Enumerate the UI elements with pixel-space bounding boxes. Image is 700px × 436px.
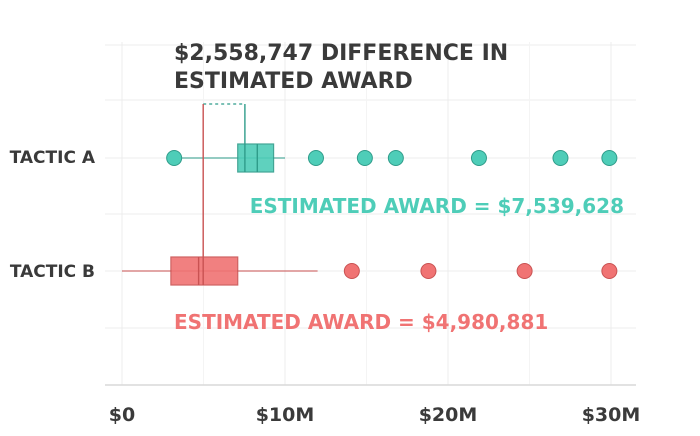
x-axis: $0 $10M $20M $30M bbox=[105, 384, 641, 426]
x-tick-label: $30M bbox=[582, 404, 641, 426]
iqr-box bbox=[237, 143, 275, 173]
outlier-point bbox=[166, 150, 183, 166]
box-plot-tactic-a bbox=[166, 104, 618, 173]
box-plots bbox=[122, 104, 618, 286]
outlier-point bbox=[601, 263, 618, 279]
category-label-tactic-a: TACTIC A bbox=[10, 148, 96, 168]
estimate-label-tactic-b: ESTIMATED AWARD = $4,980,881 bbox=[174, 310, 548, 334]
category-label-tactic-b: TACTIC B bbox=[10, 262, 95, 282]
outlier-point bbox=[601, 150, 618, 166]
outlier-point bbox=[343, 263, 360, 279]
x-tick-label: $20M bbox=[419, 404, 478, 426]
outlier-point bbox=[387, 150, 404, 166]
outlier-point bbox=[552, 150, 569, 166]
box-plot-tactic-b bbox=[122, 104, 618, 286]
chart-title-line-1: $2,558,747 DIFFERENCE IN bbox=[174, 41, 508, 66]
iqr-box bbox=[170, 256, 239, 286]
outlier-point bbox=[516, 263, 533, 279]
outlier-point bbox=[420, 263, 437, 279]
x-tick-label: $10M bbox=[256, 404, 315, 426]
estimate-label-tactic-a: ESTIMATED AWARD = $7,539,628 bbox=[250, 194, 624, 218]
chart-title-line-2: ESTIMATED AWARD bbox=[174, 69, 413, 94]
x-tick-label: $0 bbox=[109, 404, 135, 426]
outlier-point bbox=[470, 150, 487, 166]
outlier-point bbox=[356, 150, 373, 166]
outlier-point bbox=[307, 150, 324, 166]
labels: $2,558,747 DIFFERENCE IN ESTIMATED AWARD… bbox=[10, 41, 624, 334]
